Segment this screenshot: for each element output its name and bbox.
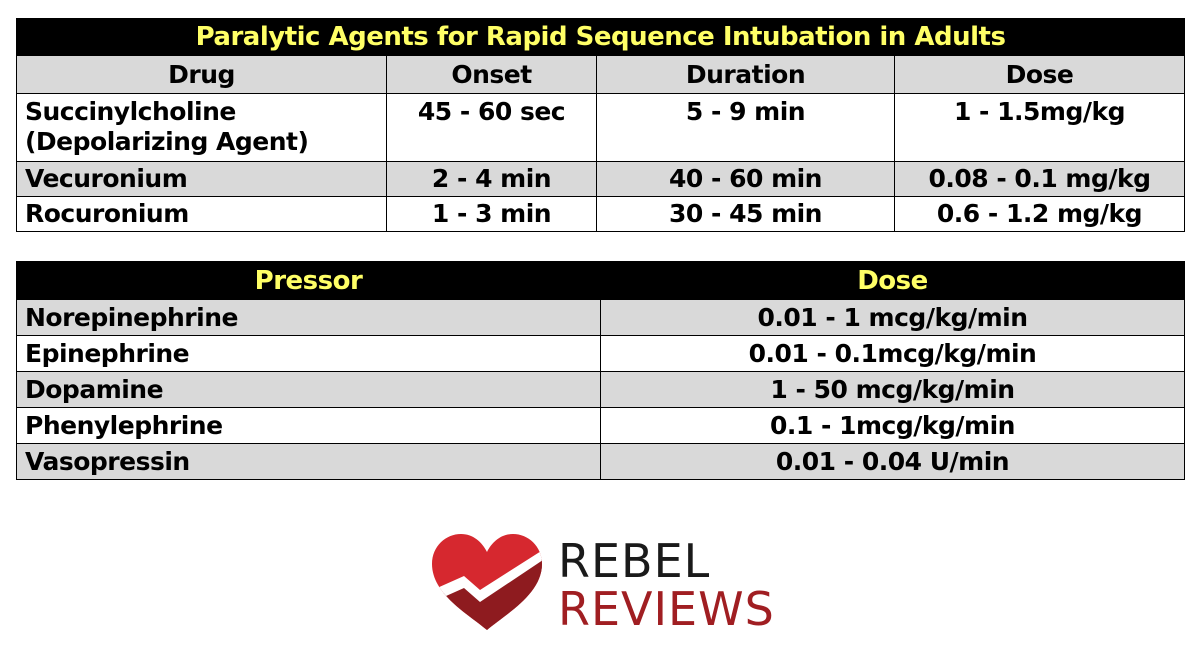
column-header-duration: Duration [596, 55, 895, 94]
logo-text-reviews: REVIEWS [558, 582, 775, 636]
pressor-name-cell: Epinephrine [16, 335, 601, 372]
table-row: Phenylephrine 0.1 - 1mcg/kg/min [16, 407, 1185, 444]
column-header-dose: Dose [600, 261, 1185, 300]
logo-text-rebel: REBEL [558, 534, 711, 588]
duration-cell: 40 - 60 min [596, 161, 895, 197]
table-header-row: Drug Onset Duration Dose [16, 55, 1185, 94]
table-header-row: Pressor Dose [16, 261, 1185, 300]
duration-cell: 5 - 9 min [596, 93, 895, 162]
drug-cell: Vecuronium [16, 161, 387, 197]
rebel-reviews-logo: REBEL REVIEWS [428, 530, 788, 640]
dose-cell: 0.6 - 1.2 mg/kg [894, 196, 1185, 232]
table-title: Paralytic Agents for Rapid Sequence Intu… [16, 18, 1185, 56]
drug-cell: Rocuronium [16, 196, 387, 232]
pressors-table: Pressor Dose Norepinephrine 0.01 - 1 mcg… [16, 261, 1185, 480]
pressor-dose-cell: 0.1 - 1mcg/kg/min [600, 407, 1185, 444]
table-row: Vasopressin 0.01 - 0.04 U/min [16, 443, 1185, 480]
dose-cell: 1 - 1.5mg/kg [894, 93, 1185, 162]
table-row: Epinephrine 0.01 - 0.1mcg/kg/min [16, 335, 1185, 372]
pressor-name-cell: Vasopressin [16, 443, 601, 480]
column-header-pressor: Pressor [16, 261, 601, 300]
column-header-drug: Drug [16, 55, 387, 94]
table-title-row: Paralytic Agents for Rapid Sequence Intu… [16, 18, 1185, 56]
pressor-dose-cell: 1 - 50 mcg/kg/min [600, 371, 1185, 408]
dose-cell: 0.08 - 0.1 mg/kg [894, 161, 1185, 197]
drug-name: Succinylcholine [25, 97, 236, 126]
table-row: Rocuronium 1 - 3 min 30 - 45 min 0.6 - 1… [16, 196, 1185, 232]
column-header-onset: Onset [386, 55, 597, 94]
table-row: Norepinephrine 0.01 - 1 mcg/kg/min [16, 299, 1185, 336]
drug-cell: Succinylcholine (Depolarizing Agent) [16, 93, 387, 162]
table-row: Dopamine 1 - 50 mcg/kg/min [16, 371, 1185, 408]
onset-cell: 2 - 4 min [386, 161, 597, 197]
heart-checkmark-icon [432, 534, 542, 630]
table-row: Succinylcholine (Depolarizing Agent) 45 … [16, 93, 1185, 162]
drug-note: (Depolarizing Agent) [25, 127, 309, 156]
pressor-dose-cell: 0.01 - 1 mcg/kg/min [600, 299, 1185, 336]
column-header-dose: Dose [894, 55, 1185, 94]
pressor-name-cell: Phenylephrine [16, 407, 601, 444]
pressor-dose-cell: 0.01 - 0.04 U/min [600, 443, 1185, 480]
table-row: Vecuronium 2 - 4 min 40 - 60 min 0.08 - … [16, 161, 1185, 197]
onset-cell: 45 - 60 sec [386, 93, 597, 162]
paralytic-agents-table: Paralytic Agents for Rapid Sequence Intu… [16, 18, 1185, 232]
pressor-name-cell: Dopamine [16, 371, 601, 408]
duration-cell: 30 - 45 min [596, 196, 895, 232]
onset-cell: 1 - 3 min [386, 196, 597, 232]
pressor-name-cell: Norepinephrine [16, 299, 601, 336]
pressor-dose-cell: 0.01 - 0.1mcg/kg/min [600, 335, 1185, 372]
